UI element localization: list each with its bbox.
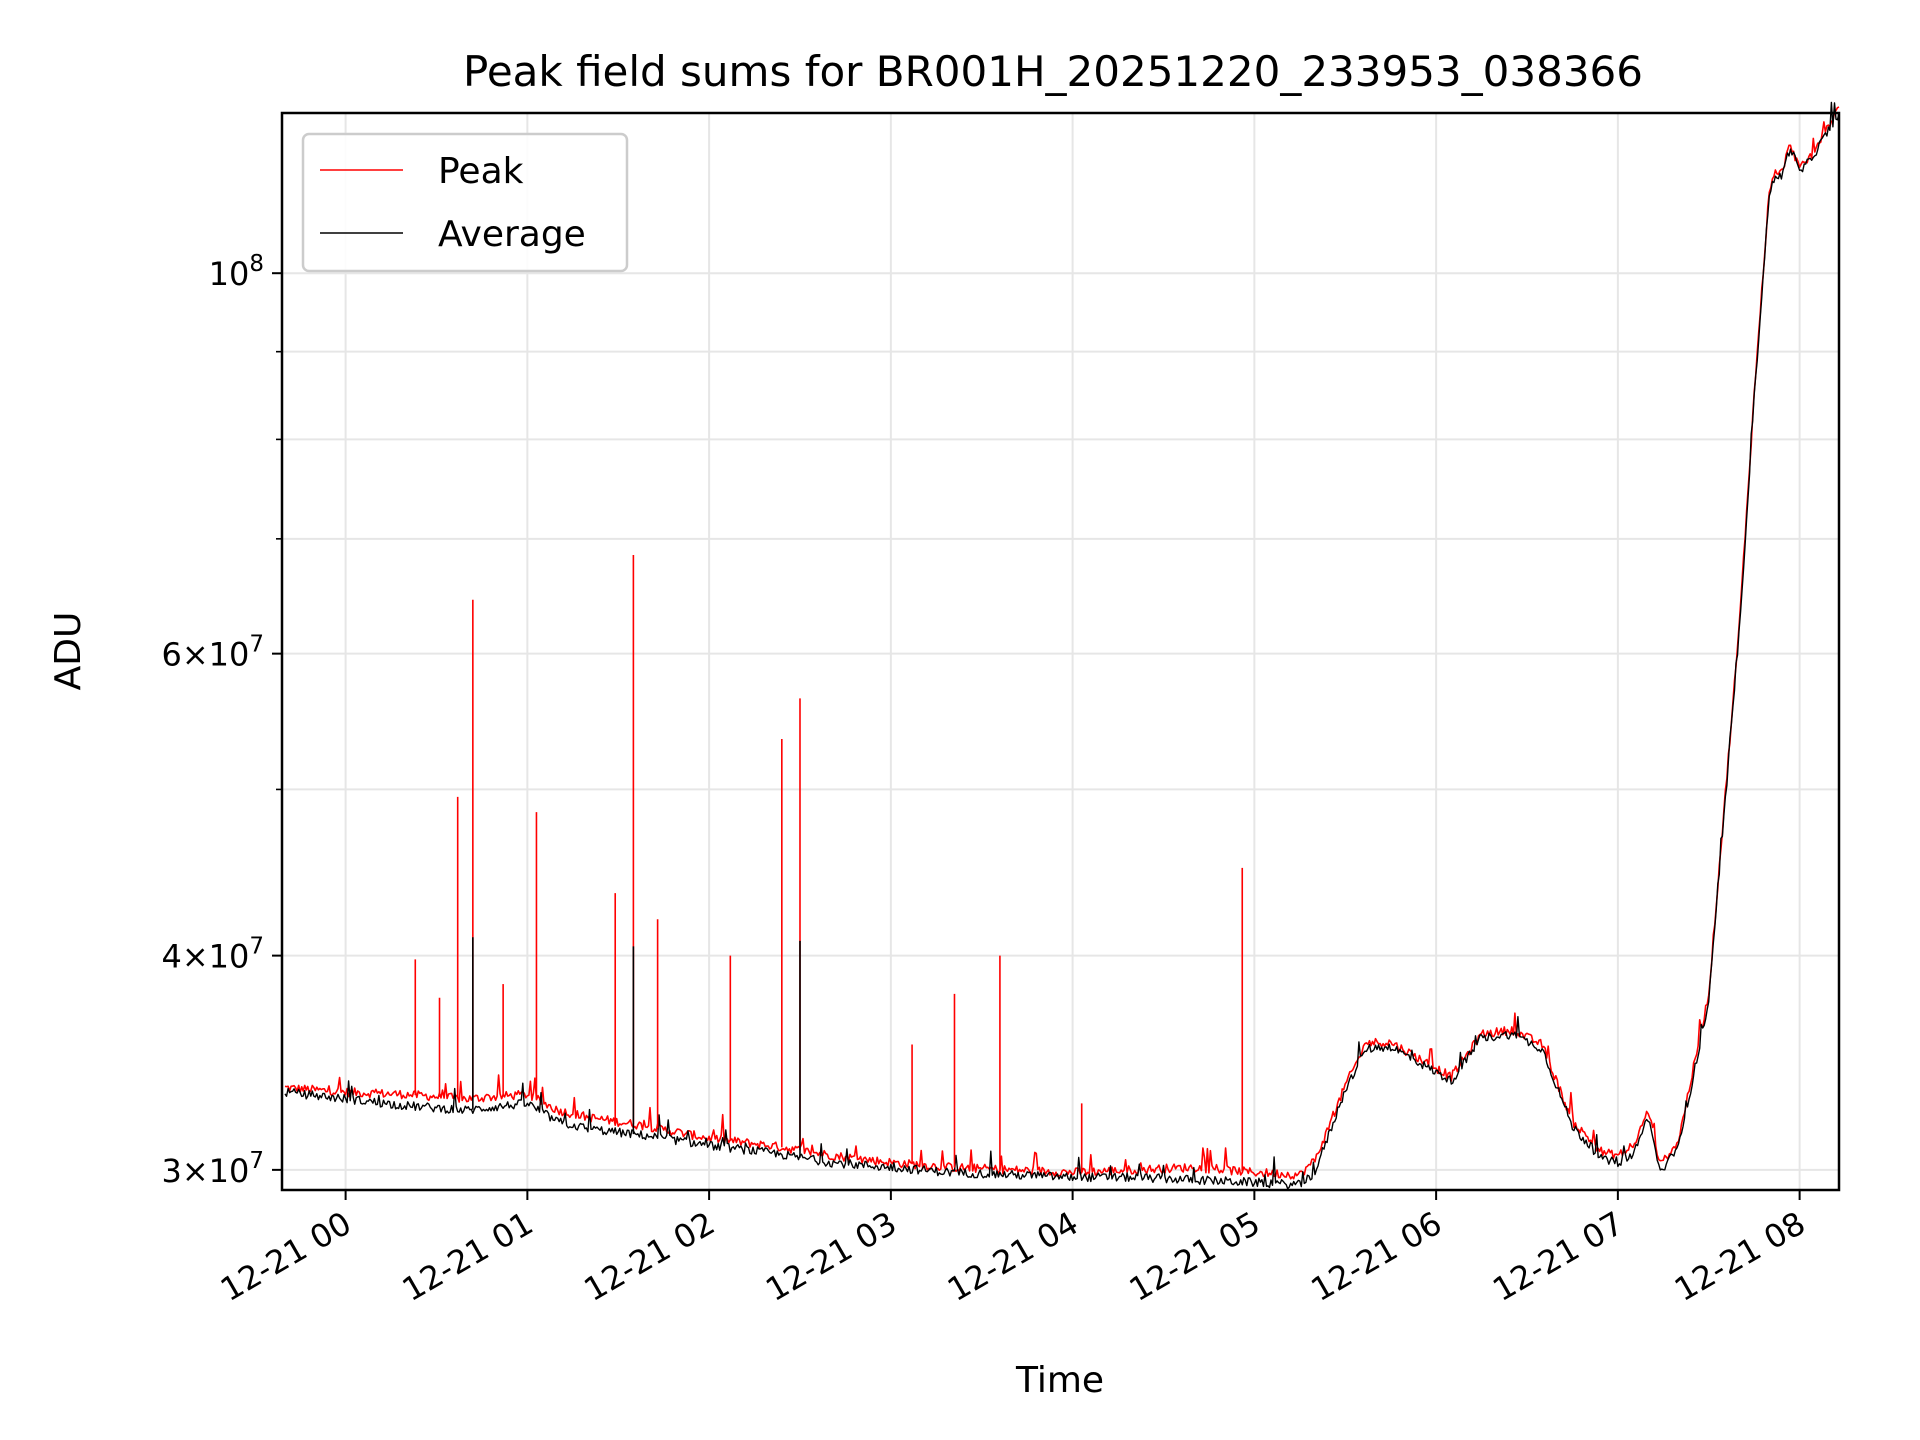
x-axis-label: Time [1015, 1360, 1104, 1401]
legend-label-peak: Peak [438, 151, 524, 192]
plot-frame [280, 111, 1841, 1192]
legend-box [301, 132, 629, 273]
y-tick-label: 108 [209, 251, 264, 293]
y-axis-label: ADU [48, 612, 89, 691]
chart-title: Peak field sums for BR001H_20251220_2339… [463, 47, 1643, 96]
y-tick-label: 4×107 [161, 934, 264, 976]
series-line-peak [284, 106, 1840, 1180]
legend-label-average: Average [438, 214, 586, 255]
legend: Peak Average [301, 132, 629, 273]
y-axis: 3×107 4×107 6×107 108 [161, 251, 282, 1190]
series-layer [284, 101, 1840, 1190]
grid [282, 113, 1839, 1190]
y-tick-label: 6×107 [161, 632, 264, 674]
series-line-average [284, 101, 1840, 1190]
y-tick-label: 3×107 [161, 1148, 264, 1190]
